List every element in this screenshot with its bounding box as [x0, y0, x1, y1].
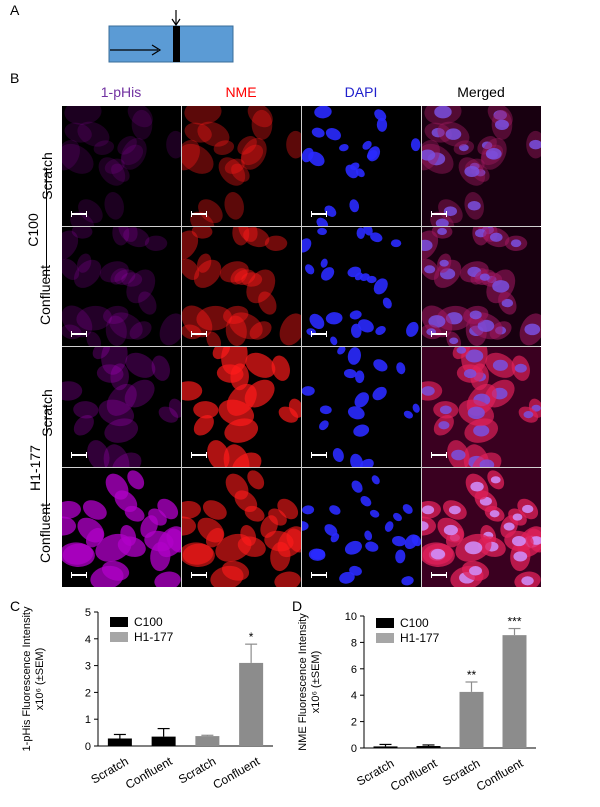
chart-d-bar	[416, 746, 441, 748]
group-bracket-c100	[46, 168, 47, 278]
chart-c-legend-label: H1-177	[134, 630, 174, 644]
chart-d-ytick-label: 8	[351, 637, 357, 649]
scale-bar	[431, 451, 447, 458]
scale-bar	[191, 331, 207, 337]
micrograph-h1-177-scratch-merged	[422, 347, 541, 467]
chart-c: 1-pHis Fluorescence Intensity x10⁶ (±SEM)…	[21, 606, 273, 792]
chart-c-category-label: Confluent	[123, 754, 175, 792]
scale-bar	[431, 572, 447, 578]
panel-d-letter: D	[292, 598, 303, 614]
chart-d-bar	[459, 691, 484, 748]
micrograph-h1-177-confluent-dapi	[302, 467, 421, 587]
scale-bar	[311, 210, 327, 217]
scale-bar	[311, 572, 327, 578]
chart-d-ytick-label: 6	[351, 664, 357, 676]
chart-c-bar	[107, 738, 132, 746]
micrograph-h1-177-confluent-phis	[62, 467, 181, 587]
chart-c-ytick-label: 1	[85, 714, 91, 726]
micrograph-c100-scratch-nme	[182, 106, 301, 226]
chart-c-ytick-label: 3	[85, 661, 91, 673]
schematic-box	[108, 25, 234, 63]
scale-bar	[71, 451, 87, 458]
column-header-phis: 1-pHis	[100, 84, 142, 100]
micrograph-h1-177-scratch-nme	[182, 347, 301, 467]
chart-c-ytick-label: 5	[85, 607, 91, 619]
micrograph-h1-177-scratch-phis	[62, 347, 181, 467]
chart-c-bar	[195, 736, 220, 746]
chart-c-ylabel-line1: 1-pHis Fluorescence Intensity	[21, 606, 33, 751]
micrograph-c100-scratch-phis	[62, 106, 181, 226]
chart-c-legend-label: C100	[134, 615, 163, 629]
chart-c-ylabel-line2: x10⁶ (±SEM)	[34, 648, 46, 711]
chart-c-legend-swatch	[110, 617, 128, 627]
chart-d-ylabel-line1: NME Fluorescence Intensity	[297, 613, 309, 751]
chart-d-legend-swatch	[376, 633, 394, 643]
micrograph-c100-confluent-phis	[62, 226, 181, 346]
chart-c-bar	[239, 662, 264, 746]
arrow-horizontal-head	[151, 44, 162, 56]
panel-b-letter: B	[10, 70, 20, 86]
chart-d-significance: ***	[507, 615, 521, 629]
group-bracket-h1-177	[46, 405, 47, 515]
chart-c-significance: *	[249, 630, 254, 644]
micrograph-c100-confluent-nme	[182, 226, 301, 346]
scale-bar	[311, 331, 327, 337]
scale-bar	[191, 451, 207, 458]
column-header-dapi: DAPI	[344, 84, 378, 100]
chart-c-ytick-label: 0	[85, 741, 91, 753]
schematic-band	[173, 26, 180, 62]
group-label-h1-177: H1-177	[27, 445, 43, 491]
column-header-merged: Merged	[457, 84, 505, 100]
chart-c-ytick-label: 2	[85, 687, 91, 699]
chart-d-bar	[502, 635, 527, 748]
micrograph-h1-177-confluent-merged	[422, 467, 541, 587]
chart-d: NME Fluorescence Intensity x10⁶ (±SEM) 0 2 4…	[297, 611, 536, 794]
chart-c-bar	[151, 736, 176, 746]
chart-d-category-label: Confluent	[388, 756, 440, 794]
chart-d-ytick-label: 0	[351, 743, 357, 755]
panel-a-schematic	[108, 10, 234, 63]
chart-d-ytick-label: 10	[345, 611, 357, 623]
scale-bar	[431, 331, 447, 337]
chart-d-ytick-label: 4	[351, 690, 357, 702]
scale-bar	[71, 210, 87, 217]
column-header-nme: NME	[225, 84, 257, 100]
chart-d-legend-swatch	[376, 618, 394, 628]
micrograph-h1-177-confluent-nme	[182, 467, 301, 587]
scale-bar	[191, 210, 207, 217]
micrograph-c100-confluent-dapi	[302, 226, 421, 346]
scale-bar	[311, 451, 327, 458]
scale-bar	[191, 572, 207, 578]
row-label-c100-confluent: Confluent	[37, 265, 53, 325]
chart-d-bar	[373, 746, 398, 748]
micrograph-grid	[62, 106, 541, 587]
chart-d-significance: **	[467, 668, 477, 682]
chart-d-legend-label: C100	[400, 616, 429, 630]
chart-c-ytick-label: 4	[85, 634, 91, 646]
scale-bar	[431, 210, 447, 217]
micrograph-c100-scratch-merged	[422, 106, 541, 226]
scale-bar	[71, 572, 87, 578]
chart-d-ylabel-line2: x10⁶ (±SEM)	[310, 651, 322, 714]
micrograph-h1-177-scratch-dapi	[302, 347, 421, 467]
chart-d-legend-label: H1-177	[400, 631, 440, 645]
row-label-c100-scratch: Scratch	[39, 152, 55, 200]
panel-a-letter: A	[10, 2, 20, 18]
chart-d-category-label: Confluent	[474, 756, 526, 794]
micrograph-c100-scratch-dapi	[302, 106, 421, 226]
chart-c-category-label: Confluent	[211, 754, 263, 792]
chart-c-legend-swatch	[110, 632, 128, 642]
micrograph-c100-confluent-merged	[422, 226, 541, 346]
chart-d-ytick-label: 2	[351, 717, 357, 729]
panel-c-letter: C	[10, 598, 21, 614]
group-label-c100: C100	[25, 213, 41, 247]
arrow-vertical-head	[171, 18, 181, 27]
scale-bar	[71, 331, 87, 337]
